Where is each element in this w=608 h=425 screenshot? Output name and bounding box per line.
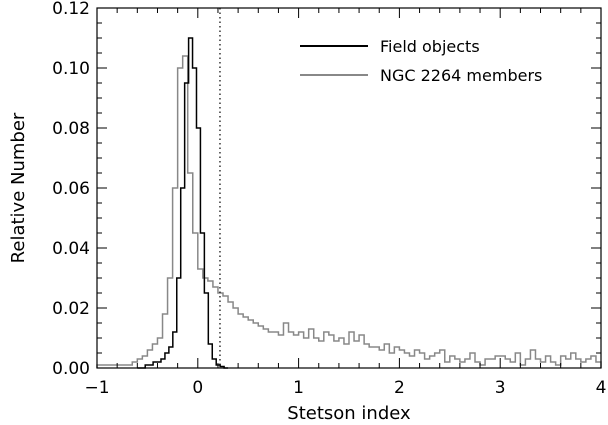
x-axis-label: Stetson index xyxy=(287,403,411,424)
y-tick-label: 0.10 xyxy=(52,59,90,79)
y-tick-label: 0.04 xyxy=(52,239,90,259)
axis-layer: −1 0 1 2 3 4 0.00 0.02 0.04 0.06 0.08 0.10 0.12 xyxy=(52,0,606,398)
y-tick-label: 0.00 xyxy=(52,359,90,379)
series-line-ngc-2264-members xyxy=(96,55,602,368)
legend: Field objects NGC 2264 members xyxy=(300,37,542,85)
y-tick-label: 0.12 xyxy=(52,0,90,19)
y-tick-label: 0.08 xyxy=(52,119,90,139)
x-tick-label: 3 xyxy=(495,378,506,398)
legend-label: Field objects xyxy=(380,37,480,56)
x-tick-label: 2 xyxy=(394,378,405,398)
legend-label: NGC 2264 members xyxy=(380,66,542,85)
x-tick-label: 4 xyxy=(596,378,607,398)
x-tick-label: 0 xyxy=(192,378,203,398)
series-layer xyxy=(96,37,602,369)
series-line-field-objects xyxy=(137,37,229,369)
y-axis-label: Relative Number xyxy=(8,112,29,263)
y-tick-label: 0.02 xyxy=(52,299,90,319)
x-tick-label: −1 xyxy=(84,378,109,398)
x-tick-label: 1 xyxy=(293,378,304,398)
y-tick-label: 0.06 xyxy=(52,179,90,199)
